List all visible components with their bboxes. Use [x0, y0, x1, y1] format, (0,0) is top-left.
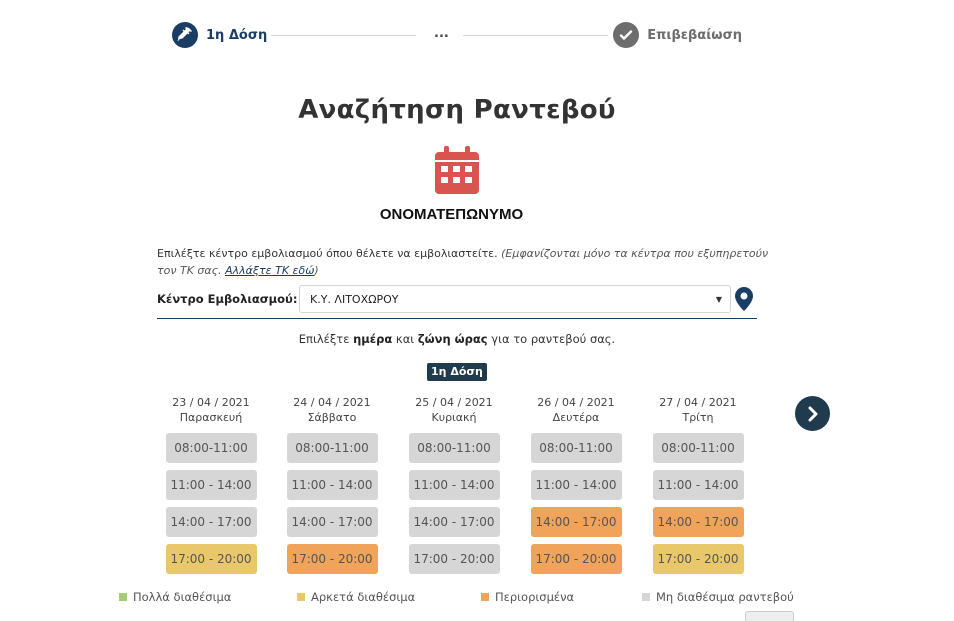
- time-slot-button[interactable]: 11:00 - 14:00: [286, 470, 378, 500]
- day-date: 23 / 04 / 2021: [172, 396, 250, 409]
- legend-label: Πολλά διαθέσιμα: [133, 590, 232, 604]
- partial-button[interactable]: [745, 611, 794, 621]
- instructions-note: (Εμφανίζονται μόνο τα κέντρα που εξυπηρε…: [157, 247, 768, 277]
- time-slot-button[interactable]: 08:00-11:00: [530, 433, 622, 463]
- legend-swatch: [119, 593, 127, 601]
- time-slot-button[interactable]: 11:00 - 14:00: [530, 470, 622, 500]
- time-slot-button[interactable]: 14:00 - 17:00: [408, 507, 500, 537]
- choose-suffix: για το ραντεβού σας.: [487, 332, 616, 346]
- legend-swatch: [297, 593, 305, 601]
- step-confirmation-label: Επιβεβαίωση: [647, 27, 742, 43]
- legend-swatch: [642, 593, 650, 601]
- legend-label: Μη διαθέσιμα ραντεβού: [656, 590, 794, 604]
- time-slot-button[interactable]: 17:00 - 20:00: [286, 544, 378, 574]
- legend-item: Αρκετά διαθέσιμα: [297, 590, 415, 604]
- time-slot-button[interactable]: 11:00 - 14:00: [408, 470, 500, 500]
- day-column: 24 / 04 / 2021 Σάββατο 08:00-11:00 11:00 - …: [282, 395, 382, 581]
- time-slot-button[interactable]: 08:00-11:00: [408, 433, 500, 463]
- day-column: 25 / 04 / 2021 Κυριακή 08:00-11:00 11:00 - …: [404, 395, 504, 581]
- step-first-dose-label: 1η Δόση: [206, 27, 268, 43]
- check-icon: [613, 22, 640, 48]
- day-date: 24 / 04 / 2021: [293, 396, 371, 409]
- step-divider: [271, 35, 416, 36]
- day-name: Δευτέρα: [552, 411, 600, 424]
- step-confirmation: Επιβεβαίωση: [613, 22, 742, 48]
- day-name: Παρασκευή: [179, 411, 243, 424]
- day-name: Κυριακή: [431, 411, 477, 424]
- time-slot-button[interactable]: 17:00 - 20:00: [165, 544, 257, 574]
- day-date: 27 / 04 / 2021: [659, 396, 737, 409]
- step-divider: [463, 35, 608, 36]
- choose-and: και: [392, 332, 418, 346]
- map-pin-icon[interactable]: [735, 287, 753, 311]
- vaccination-center-label: Κέντρο Εμβολιασμού:: [157, 292, 298, 306]
- time-slot-button[interactable]: 08:00-11:00: [165, 433, 257, 463]
- choose-zone-word: ζώνη ώρας: [417, 332, 488, 346]
- instructions-note-end: ): [314, 264, 319, 277]
- next-days-button[interactable]: [795, 396, 830, 431]
- time-slot-button[interactable]: 08:00-11:00: [286, 433, 378, 463]
- chevron-right-icon: [808, 406, 817, 421]
- center-instructions: Επιλέξτε κέντρο εμβολιασμού όπου θέλετε …: [157, 245, 772, 279]
- time-slot-button[interactable]: 14:00 - 17:00: [165, 507, 257, 537]
- legend-label: Αρκετά διαθέσιμα: [311, 590, 416, 604]
- progress-stepper: 1η Δόση ... Επιβεβαίωση: [172, 22, 742, 50]
- dose-badge: 1η Δόση: [427, 363, 487, 381]
- step-ellipsis: ...: [434, 26, 449, 41]
- legend-label: Περιορισμένα: [495, 590, 575, 604]
- choose-prefix: Επιλέξτε: [298, 332, 354, 346]
- choose-day-word: ημέρα: [353, 332, 393, 346]
- vaccination-center-select[interactable]: Κ.Υ. ΛΙΤΟΧΩΡΟΥ ▼: [299, 285, 731, 313]
- time-slot-button[interactable]: 17:00 - 20:00: [652, 544, 744, 574]
- legend-swatch: [481, 593, 489, 601]
- time-slot-button[interactable]: 11:00 - 14:00: [165, 470, 257, 500]
- vaccination-center-value: Κ.Υ. ΛΙΤΟΧΩΡΟΥ: [310, 293, 399, 306]
- time-slot-button[interactable]: 14:00 - 17:00: [530, 507, 622, 537]
- change-postal-code-link[interactable]: Αλλάξτε ΤΚ εδώ: [225, 264, 315, 277]
- time-slot-button[interactable]: 14:00 - 17:00: [286, 507, 378, 537]
- page-title: Αναζήτηση Ραντεβού: [298, 95, 616, 125]
- person-name: ΟΝΟΜΑΤΕΠΩΝΥΜΟ: [379, 206, 524, 223]
- day-name: Σάββατο: [307, 411, 357, 424]
- step-first-dose: 1η Δόση: [172, 22, 267, 48]
- day-column: 26 / 04 / 2021 Δευτέρα 08:00-11:00 11:00 - …: [526, 395, 626, 581]
- day-column: 27 / 04 / 2021 Τρίτη 08:00-11:00 11:00 - 14…: [648, 395, 748, 581]
- time-slot-button[interactable]: 08:00-11:00: [652, 433, 744, 463]
- caret-down-icon: ▼: [715, 295, 722, 304]
- calendar-icon: [435, 146, 479, 194]
- legend-item: Μη διαθέσιμα ραντεβού: [642, 590, 794, 604]
- syringe-icon: [172, 22, 198, 48]
- time-slot-button[interactable]: 17:00 - 20:00: [408, 544, 500, 574]
- day-name: Τρίτη: [682, 411, 714, 424]
- instructions-text: Επιλέξτε κέντρο εμβολιασμού όπου θέλετε …: [157, 247, 498, 260]
- legend-item: Περιορισμένα: [481, 590, 574, 604]
- instructions-note-text: (Εμφανίζονται μόνο τα κέντρα που εξυπηρε…: [157, 247, 769, 277]
- day-date: 26 / 04 / 2021: [537, 396, 615, 409]
- vaccination-center-row: Κέντρο Εμβολιασμού: Κ.Υ. ΛΙΤΟΧΩΡΟΥ ▼: [157, 285, 757, 319]
- time-slot-button[interactable]: 11:00 - 14:00: [652, 470, 744, 500]
- time-slot-button[interactable]: 14:00 - 17:00: [652, 507, 744, 537]
- choose-day-instructions: Επιλέξτε ημέρα και ζώνη ώρας για το ραντ…: [0, 332, 914, 346]
- day-date: 25 / 04 / 2021: [415, 396, 493, 409]
- time-slot-button[interactable]: 17:00 - 20:00: [530, 544, 622, 574]
- legend-item: Πολλά διαθέσιμα: [119, 590, 231, 604]
- day-column: 23 / 04 / 2021 Παρασκευή 08:00-11:00 11:00 …: [161, 395, 261, 581]
